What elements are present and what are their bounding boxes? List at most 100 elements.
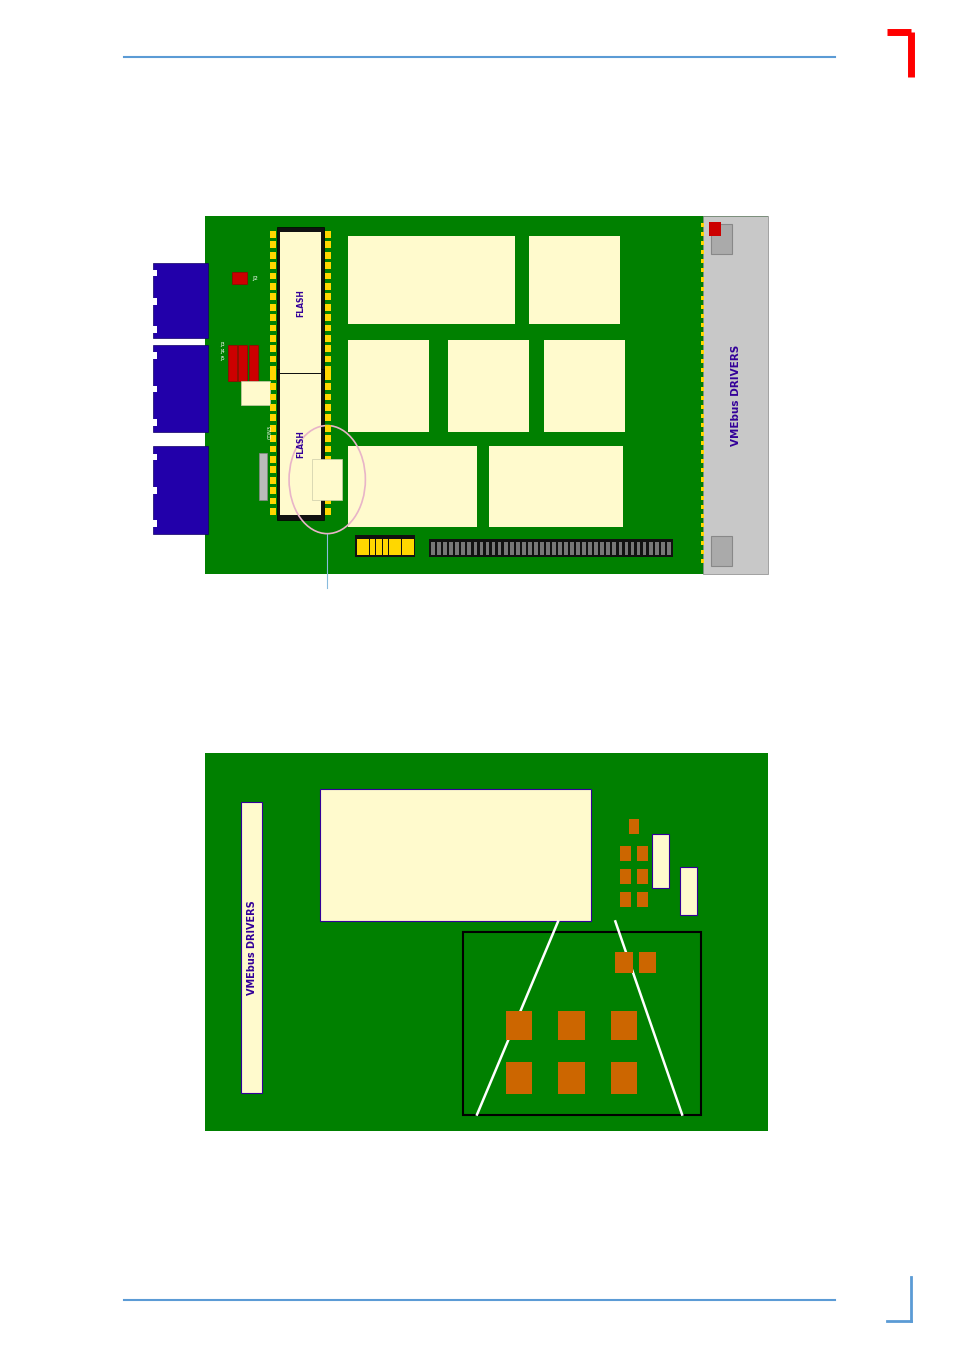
Bar <box>455 542 458 555</box>
Bar <box>325 424 331 431</box>
Bar <box>505 1065 532 1094</box>
Text: J2: J2 <box>253 276 258 281</box>
Bar <box>558 1065 584 1094</box>
Bar <box>700 450 703 454</box>
Bar <box>619 846 630 861</box>
Bar <box>270 508 275 515</box>
Bar <box>558 1062 584 1092</box>
Bar <box>325 435 331 442</box>
Bar <box>325 262 331 269</box>
Bar <box>241 381 270 405</box>
Bar <box>599 542 603 555</box>
Bar <box>700 313 703 317</box>
Bar <box>700 340 703 345</box>
Bar <box>529 236 619 324</box>
Bar <box>639 952 656 973</box>
Bar <box>509 542 513 555</box>
Bar <box>503 542 507 555</box>
Bar <box>552 542 556 555</box>
Bar <box>270 293 275 300</box>
Bar <box>280 374 320 515</box>
Bar <box>700 286 703 290</box>
Bar <box>642 542 646 555</box>
Bar <box>150 419 157 426</box>
Bar <box>270 355 275 362</box>
Bar <box>325 273 331 280</box>
Bar <box>270 488 275 494</box>
Bar <box>249 345 257 381</box>
Bar <box>270 242 275 249</box>
Bar <box>679 867 697 915</box>
Bar <box>610 1065 637 1094</box>
Bar <box>710 536 731 566</box>
Bar <box>700 232 703 236</box>
Bar <box>700 377 703 381</box>
Bar <box>325 366 331 373</box>
Bar <box>485 542 489 555</box>
Bar <box>700 523 703 527</box>
Bar <box>497 542 501 555</box>
Text: FLASH: FLASH <box>295 431 305 458</box>
Bar <box>325 384 331 390</box>
Bar <box>270 435 275 442</box>
Bar <box>576 542 579 555</box>
Bar <box>325 404 331 411</box>
Bar <box>325 335 331 342</box>
Bar <box>270 373 275 380</box>
Bar <box>382 539 388 555</box>
Text: CON3: CON3 <box>267 426 273 439</box>
Bar <box>610 1062 637 1092</box>
Bar <box>449 542 453 555</box>
Bar <box>700 259 703 263</box>
Bar <box>280 232 320 373</box>
Bar <box>443 542 447 555</box>
Bar <box>270 477 275 484</box>
Bar <box>700 250 703 254</box>
Bar <box>700 559 703 563</box>
Bar <box>448 340 529 432</box>
Bar <box>527 542 531 555</box>
Text: FLASH: FLASH <box>295 289 305 316</box>
Bar <box>355 535 415 557</box>
Bar <box>594 542 598 555</box>
Bar <box>637 892 647 907</box>
Bar <box>150 270 157 277</box>
Bar <box>325 446 331 453</box>
Bar <box>152 345 208 432</box>
Bar <box>401 539 407 555</box>
Bar <box>325 466 331 473</box>
Bar <box>700 505 703 509</box>
Bar <box>700 477 703 481</box>
Bar <box>700 396 703 400</box>
Bar <box>700 350 703 354</box>
Bar <box>563 542 567 555</box>
Bar <box>150 297 157 305</box>
Bar <box>700 405 703 409</box>
Bar <box>479 542 483 555</box>
Bar <box>505 1011 532 1040</box>
Bar <box>534 542 537 555</box>
Bar <box>238 345 247 381</box>
Bar <box>325 393 331 400</box>
Bar <box>348 446 476 527</box>
Bar <box>619 892 630 907</box>
Bar <box>700 386 703 390</box>
Bar <box>700 432 703 436</box>
Bar <box>708 222 720 236</box>
Bar <box>473 542 476 555</box>
Bar <box>270 415 275 422</box>
Bar <box>325 373 331 380</box>
Bar <box>270 404 275 411</box>
Bar <box>356 539 362 555</box>
Bar <box>429 539 672 557</box>
Bar <box>700 542 703 546</box>
Bar <box>700 269 703 273</box>
Bar <box>654 542 658 555</box>
Bar <box>516 542 519 555</box>
Bar <box>462 932 700 1115</box>
Bar <box>276 369 324 520</box>
Bar <box>628 819 639 834</box>
Bar <box>700 550 703 554</box>
Bar <box>648 542 652 555</box>
Bar <box>700 486 703 490</box>
